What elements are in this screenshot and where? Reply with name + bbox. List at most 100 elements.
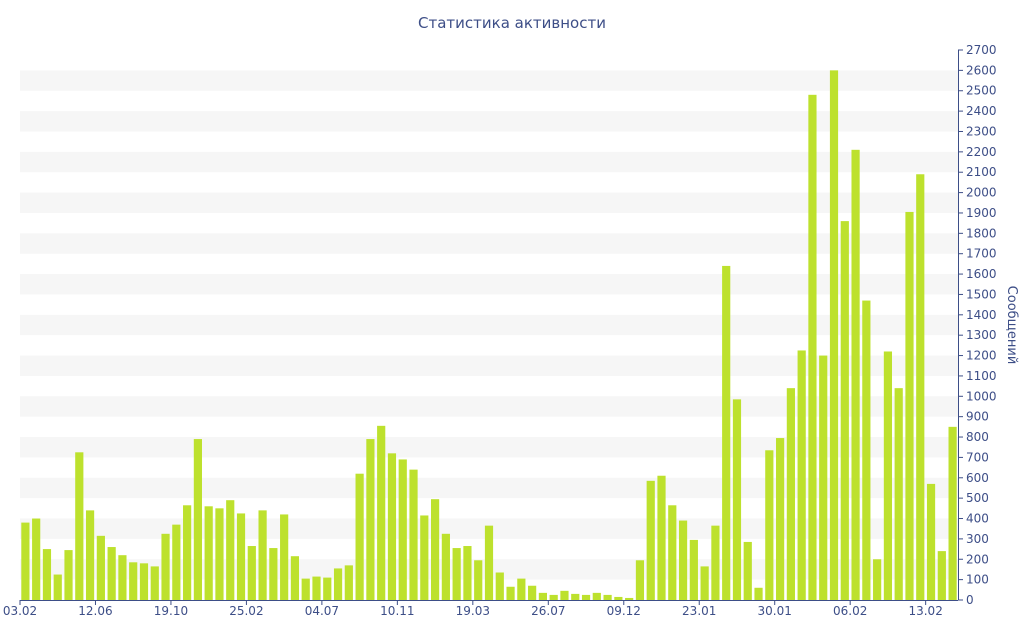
y-tick-label: 1000	[966, 389, 997, 403]
y-tick-label: 500	[966, 491, 989, 505]
grid-band	[20, 111, 958, 132]
bar	[905, 211, 914, 600]
bar	[236, 513, 246, 600]
y-tick-label: 1200	[966, 349, 997, 363]
grid-band	[20, 151, 958, 173]
y-tick-label: 2000	[966, 186, 997, 200]
grid-band	[20, 233, 958, 254]
bar	[538, 592, 547, 600]
y-tick-label: 1100	[966, 369, 997, 383]
bar	[592, 592, 601, 600]
bar	[204, 506, 213, 600]
bar	[474, 560, 483, 600]
bar	[883, 351, 893, 600]
bar	[517, 578, 526, 600]
x-tick-label: 19.10	[154, 604, 188, 618]
bar	[581, 594, 591, 600]
bar	[894, 388, 903, 600]
x-tick-label: 04.07	[305, 604, 339, 618]
grid-band	[20, 70, 958, 91]
bar	[549, 594, 558, 600]
y-tick-label: 600	[966, 471, 989, 485]
bar	[646, 480, 655, 600]
bar	[355, 473, 364, 600]
y-tick-label: 900	[966, 410, 989, 424]
x-tick-label: 25.02	[229, 604, 263, 618]
bar	[948, 426, 957, 600]
grid-band	[20, 274, 958, 295]
bar	[430, 499, 440, 600]
bar	[765, 450, 774, 600]
y-tick-label: 2300	[966, 124, 997, 138]
bar	[193, 439, 202, 600]
bar	[700, 566, 709, 600]
y-tick-label: 2200	[966, 145, 997, 159]
bar	[21, 522, 30, 600]
bar	[463, 546, 472, 600]
bar	[829, 70, 839, 601]
bar	[161, 533, 170, 600]
bar	[732, 399, 742, 600]
y-tick-label: 1600	[966, 267, 997, 281]
bar	[129, 562, 138, 600]
bar	[797, 350, 806, 600]
x-tick-label: 09.12	[607, 604, 641, 618]
bar	[172, 524, 181, 600]
bar	[635, 560, 645, 600]
y-tick-label: 400	[966, 512, 989, 526]
bar	[495, 572, 504, 600]
y-tick-label: 800	[966, 430, 989, 444]
bar	[269, 548, 278, 600]
bar	[301, 578, 310, 600]
y-axis-title: Сообщений	[1004, 286, 1019, 365]
bar	[754, 587, 763, 600]
bar	[42, 549, 52, 600]
y-tick-label: 300	[966, 532, 989, 546]
x-tick-label: 23.01	[682, 604, 716, 618]
y-tick-label: 1400	[966, 308, 997, 322]
bar	[689, 539, 698, 600]
bar	[560, 590, 569, 600]
bar	[452, 548, 461, 600]
grid-band	[20, 437, 958, 458]
x-tick-label: 10.11	[380, 604, 414, 618]
x-tick-label: 03.02	[3, 604, 37, 618]
bar	[840, 221, 849, 601]
bar	[226, 500, 235, 600]
bar	[743, 541, 752, 600]
bar	[851, 149, 860, 600]
y-tick-label: 700	[966, 450, 989, 464]
y-tick-label: 2500	[966, 84, 997, 98]
bar	[819, 355, 828, 600]
x-tick-label: 26.07	[531, 604, 565, 618]
bar	[323, 577, 332, 600]
x-tick-label: 13.02	[908, 604, 942, 618]
grid-band	[20, 477, 958, 499]
bar	[926, 483, 936, 600]
grid-band	[20, 396, 958, 417]
y-tick-label: 1800	[966, 226, 997, 240]
y-tick-label: 200	[966, 552, 989, 566]
y-tick-label: 1700	[966, 247, 997, 261]
x-tick-label: 30.01	[758, 604, 792, 618]
bar	[441, 533, 450, 600]
bar	[873, 559, 882, 600]
bar	[387, 453, 397, 600]
bar	[614, 596, 623, 600]
grid-band	[20, 314, 958, 336]
y-tick-label: 1900	[966, 206, 997, 220]
bar	[53, 574, 62, 600]
bar	[862, 300, 871, 600]
x-tick-label: 12.06	[78, 604, 112, 618]
bar	[409, 469, 418, 600]
bar	[420, 515, 429, 600]
bar	[711, 525, 720, 600]
bar	[603, 594, 612, 600]
bar	[64, 550, 73, 600]
bar	[398, 459, 407, 600]
bar	[366, 439, 375, 600]
grid-band	[20, 355, 958, 376]
bar	[668, 505, 677, 600]
bar	[215, 508, 224, 600]
bar	[75, 452, 84, 600]
